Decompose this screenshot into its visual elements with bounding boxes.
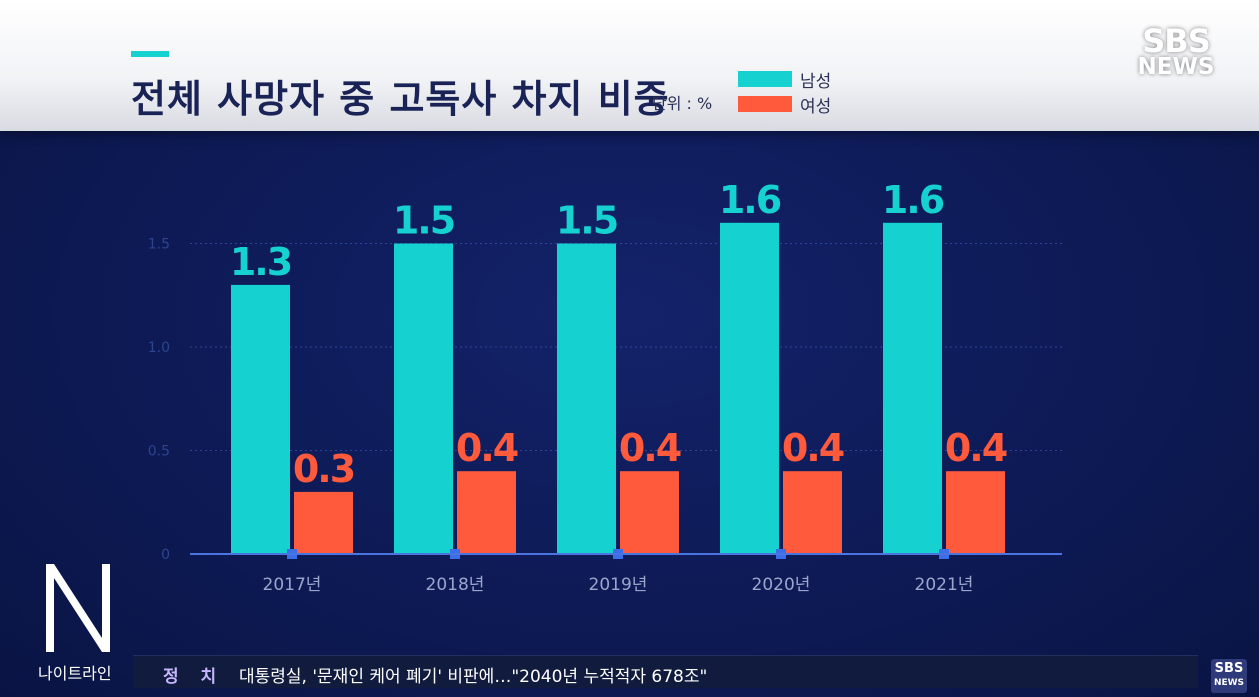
bar-female — [946, 471, 1005, 554]
bar-female — [294, 491, 353, 554]
legend-label-male: 남성 — [800, 72, 832, 92]
ticker-category: 정 치 — [163, 667, 225, 687]
sbs-news-logo: SBS NEWS — [1136, 22, 1216, 80]
data-label-female: 0.4 — [782, 426, 844, 470]
bar-female — [457, 471, 516, 554]
data-label-female: 0.4 — [456, 426, 518, 470]
legend-swatch-male — [738, 71, 792, 87]
program-name: 나이트라인 — [38, 664, 112, 683]
logo-line1: SBS — [1142, 22, 1210, 60]
ticker-headline: 대통령실, '문재인 케어 폐기' 비판에…"2040년 누적적자 678조" — [239, 667, 708, 687]
y-tick-label: 1.0 — [148, 340, 170, 356]
x-tick-label: 2017년 — [263, 575, 322, 595]
x-tick-label: 2020년 — [752, 575, 811, 595]
logo-line2: NEWS — [1137, 54, 1215, 80]
data-label-male: 1.6 — [719, 178, 781, 222]
legend-swatch-female — [738, 96, 792, 112]
data-label-female: 0.4 — [945, 426, 1007, 470]
nightline-n-logo — [46, 564, 110, 652]
data-label-male: 1.5 — [556, 199, 617, 243]
bar-male — [883, 222, 942, 555]
header-panel: 전체 사망자 중 고독사 차지 비중 단위 : % 남성 여성 SBS NEWS — [0, 0, 1259, 131]
data-label-male: 1.6 — [882, 178, 944, 222]
data-label-male: 1.5 — [393, 199, 454, 243]
sbs-news-small-logo: SBS NEWS — [1211, 659, 1247, 693]
title-accent-bar — [131, 51, 169, 57]
x-tick-label: 2021년 — [915, 575, 974, 595]
bar-male — [557, 243, 616, 554]
data-label-male: 1.3 — [230, 240, 291, 284]
news-ticker: 정 치 대통령실, '문재인 케어 폐기' 비판에…"2040년 누적적자 67… — [133, 655, 1198, 688]
data-label-female: 0.4 — [619, 426, 681, 470]
chart-title: 전체 사망자 중 고독사 차지 비중 — [131, 77, 670, 121]
x-tick-label: 2018년 — [426, 575, 485, 595]
y-tick-label: 1.5 — [148, 237, 170, 253]
x-tick-label: 2019년 — [589, 575, 648, 595]
y-tick-label: 0.5 — [148, 444, 170, 460]
bar-male — [231, 284, 290, 554]
data-label-female: 0.3 — [293, 447, 354, 491]
bar-female — [783, 471, 842, 554]
unit-label: 단위 : % — [652, 94, 713, 113]
bar-male — [720, 222, 779, 555]
small-logo-line2: NEWS — [1213, 678, 1245, 688]
bar-female — [620, 471, 679, 554]
bar-male — [394, 243, 453, 554]
legend-label-female: 여성 — [800, 97, 832, 117]
y-tick-label: 0 — [161, 547, 170, 563]
bar-chart: 0 0.5 1.0 1.5 1.3 0.3 2017년 1.5 0.4 2018년 1.5 0.4 20… — [148, 178, 1062, 595]
small-logo-line1: SBS — [1214, 661, 1244, 676]
